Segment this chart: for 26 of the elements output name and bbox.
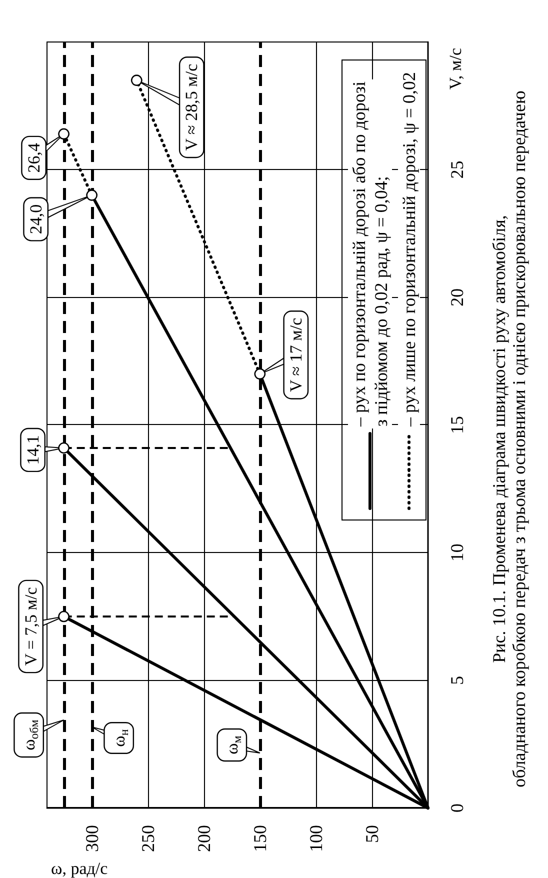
y-tick-label: 10 — [447, 544, 467, 562]
ref-line-label: ωм — [222, 735, 244, 754]
text: – рух по горизонтальній дорозі або по дорозі з підйомом до 0,02 рад, ψ = 0,04; — [349, 81, 391, 428]
y-tick-label: 25 — [447, 160, 467, 179]
annotation: V = 7,5 м/с — [21, 586, 40, 666]
x-tick-label: 200 — [194, 825, 214, 852]
text: Рис. 10.1. Променева діаграма швидкості руху автомобіля, обладнаного коробкою передач з трьома основними і однією прискорювальною передачею — [489, 90, 529, 788]
annotation: V ≈ 28,5 м/с — [182, 63, 202, 151]
y-tick-label: 0 — [447, 804, 467, 812]
ref-line-label: ωн — [109, 728, 131, 747]
y-tick-label: 15 — [447, 416, 467, 434]
y-tick-label: 5 — [447, 676, 467, 685]
annotation: 26,4 — [24, 142, 44, 173]
x-axis-title: ω, рад/с — [51, 859, 108, 878]
annotation: V ≈ 17 м/с — [286, 317, 306, 392]
x-tick-label: 300 — [82, 825, 102, 852]
annotation: 14,1 — [23, 435, 42, 465]
x-tick-label: 50 — [362, 825, 382, 843]
x-tick-label: 150 — [250, 825, 270, 852]
y-tick-label: 20 — [447, 288, 467, 306]
annotation: 24,0 — [26, 204, 46, 234]
y-axis-title: V, м/с — [446, 48, 465, 90]
x-tick-label: 250 — [138, 825, 158, 852]
text: – рух лише по горизонтальній дорозі, ψ = 0,02 — [399, 72, 419, 428]
ref-line-label: ωобм — [19, 719, 41, 750]
x-tick-label: 100 — [306, 825, 326, 852]
